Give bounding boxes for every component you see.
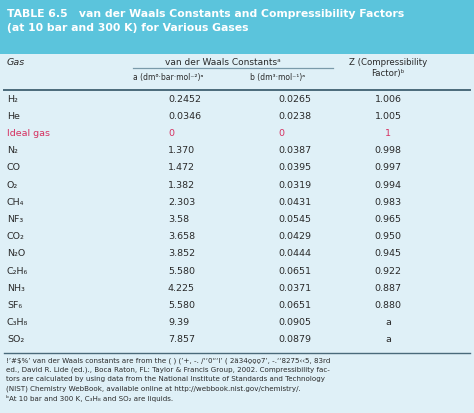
Bar <box>0 0 474 55</box>
Text: 0.950: 0.950 <box>374 232 401 240</box>
Text: (NIST) Chemistry WebBook, available online at http://webbook.nist.gov/chemistry/: (NIST) Chemistry WebBook, available onli… <box>6 385 301 392</box>
Text: 4.225: 4.225 <box>168 283 195 292</box>
Text: 0.0545: 0.0545 <box>278 214 311 223</box>
Text: a: a <box>385 317 391 326</box>
Text: 7.857: 7.857 <box>168 335 195 344</box>
Text: 0.0879: 0.0879 <box>278 335 311 344</box>
Text: NH₃: NH₃ <box>7 283 25 292</box>
Text: b (dm³·mol⁻¹)ᵃ: b (dm³·mol⁻¹)ᵃ <box>250 73 306 82</box>
Text: 3.58: 3.58 <box>168 214 189 223</box>
Text: 0.0238: 0.0238 <box>278 112 311 121</box>
Text: C₂H₆: C₂H₆ <box>7 266 28 275</box>
Text: 0.2452: 0.2452 <box>168 94 201 103</box>
Text: Z (Compressibility
Factor)ᵇ: Z (Compressibility Factor)ᵇ <box>349 58 427 78</box>
Text: N₂O: N₂O <box>7 249 25 258</box>
Text: (at 10 bar and 300 K) for Various Gases: (at 10 bar and 300 K) for Various Gases <box>7 23 248 33</box>
Text: O₂: O₂ <box>7 180 18 189</box>
Text: 0: 0 <box>278 128 284 138</box>
Text: Ideal gas: Ideal gas <box>7 128 50 138</box>
Text: 0.0265: 0.0265 <box>278 94 311 103</box>
Text: 0.994: 0.994 <box>374 180 401 189</box>
Text: tors are calculated by using data from the National Institute of Standards and T: tors are calculated by using data from t… <box>6 375 325 382</box>
Text: 1.005: 1.005 <box>374 112 401 121</box>
Text: 2.303: 2.303 <box>168 197 195 206</box>
Text: 0.998: 0.998 <box>374 146 401 155</box>
Text: 1.472: 1.472 <box>168 163 195 172</box>
Text: CO₂: CO₂ <box>7 232 25 240</box>
Text: 0.0651: 0.0651 <box>278 300 311 309</box>
Text: CO: CO <box>7 163 21 172</box>
Text: !’#$%’ van der Waals constants are from the ( ) (’+, -. /‘‘0“‘I’ ( 2ä34ǫǫǫ7’, -.: !’#$%’ van der Waals constants are from … <box>6 357 330 363</box>
Text: Gas: Gas <box>7 58 25 67</box>
Text: SF₆: SF₆ <box>7 300 22 309</box>
Text: 3.658: 3.658 <box>168 232 195 240</box>
Text: van der Waals Constantsᵃ: van der Waals Constantsᵃ <box>165 58 281 67</box>
Text: 0: 0 <box>168 128 174 138</box>
Text: 0.0395: 0.0395 <box>278 163 311 172</box>
Text: 5.580: 5.580 <box>168 300 195 309</box>
Text: a: a <box>385 335 391 344</box>
Text: H₂: H₂ <box>7 94 18 103</box>
Text: 0.880: 0.880 <box>374 300 401 309</box>
Text: 0.0387: 0.0387 <box>278 146 311 155</box>
Text: 5.580: 5.580 <box>168 266 195 275</box>
Text: 0.0346: 0.0346 <box>168 112 201 121</box>
Text: 0.0429: 0.0429 <box>278 232 311 240</box>
Text: 0.0905: 0.0905 <box>278 317 311 326</box>
Text: N₂: N₂ <box>7 146 18 155</box>
Text: 0.983: 0.983 <box>374 197 401 206</box>
Text: ed., David R. Lide (ed.)., Boca Raton, FL: Taylor & Francis Group, 2002. Compres: ed., David R. Lide (ed.)., Boca Raton, F… <box>6 366 330 373</box>
Text: CH₄: CH₄ <box>7 197 24 206</box>
Text: C₃H₈: C₃H₈ <box>7 317 28 326</box>
Text: He: He <box>7 112 20 121</box>
Text: NF₃: NF₃ <box>7 214 23 223</box>
Text: 1: 1 <box>385 128 391 138</box>
Text: SO₂: SO₂ <box>7 335 24 344</box>
Text: 0.0319: 0.0319 <box>278 180 311 189</box>
Text: 0.0431: 0.0431 <box>278 197 311 206</box>
Text: 1.382: 1.382 <box>168 180 195 189</box>
Text: 0.922: 0.922 <box>374 266 401 275</box>
Text: 0.965: 0.965 <box>374 214 401 223</box>
Text: a (dm⁶·bar·mol⁻²)ᵃ: a (dm⁶·bar·mol⁻²)ᵃ <box>133 73 203 82</box>
Text: 0.0444: 0.0444 <box>278 249 311 258</box>
Text: 1.370: 1.370 <box>168 146 195 155</box>
Text: ᵇAt 10 bar and 300 K, C₃H₈ and SO₂ are liquids.: ᵇAt 10 bar and 300 K, C₃H₈ and SO₂ are l… <box>6 394 173 401</box>
Text: 0.887: 0.887 <box>374 283 401 292</box>
Text: 0.945: 0.945 <box>374 249 401 258</box>
Text: 1.006: 1.006 <box>374 94 401 103</box>
Text: 0.0371: 0.0371 <box>278 283 311 292</box>
Bar <box>0 55 474 413</box>
Text: 3.852: 3.852 <box>168 249 195 258</box>
Text: TABLE 6.5   van der Waals Constants and Compressibility Factors: TABLE 6.5 van der Waals Constants and Co… <box>7 9 404 19</box>
Text: 0.997: 0.997 <box>374 163 401 172</box>
Text: 9.39: 9.39 <box>168 317 189 326</box>
Text: 0.0651: 0.0651 <box>278 266 311 275</box>
